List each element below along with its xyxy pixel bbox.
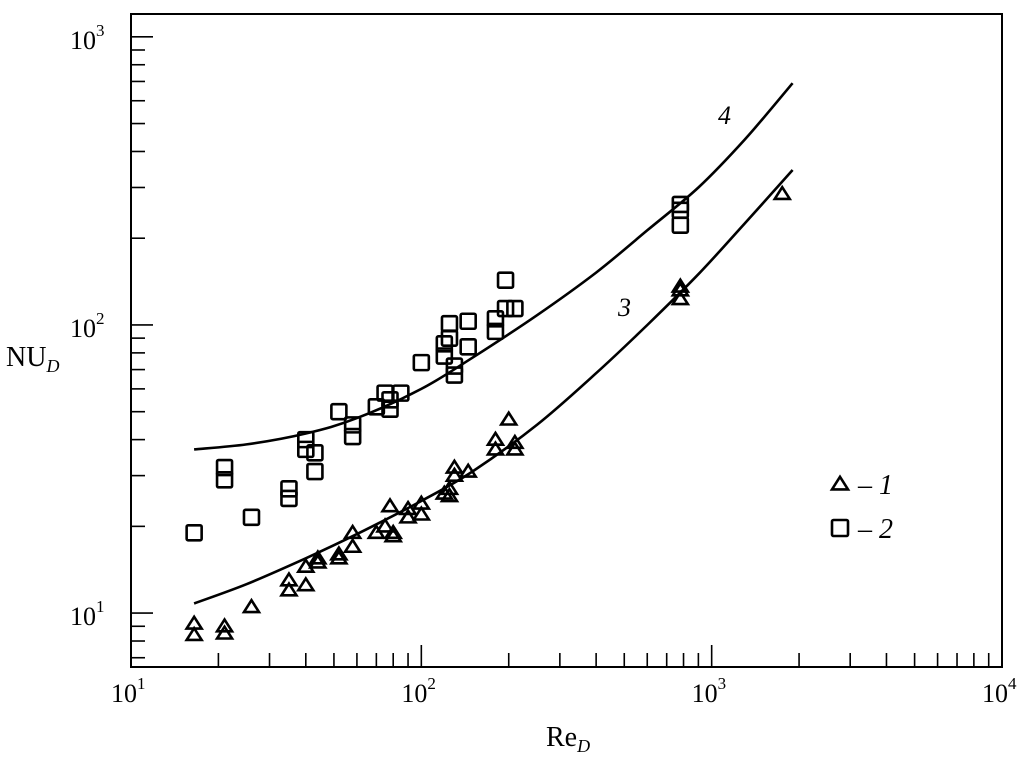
curve-4	[193, 82, 794, 451]
point-series-1	[670, 289, 691, 306]
point-series-1	[444, 458, 465, 474]
point-series-1	[670, 281, 691, 297]
point-series-1	[329, 545, 349, 561]
point-series-1	[383, 523, 404, 540]
point-series-2	[215, 458, 234, 477]
point-series-1	[439, 479, 460, 496]
x-tick-label: 102	[401, 674, 436, 708]
point-series-1	[383, 526, 404, 543]
x-tick-labels: 101 102 103 104	[111, 674, 1017, 708]
point-series-2	[459, 337, 477, 356]
point-series-2	[440, 329, 459, 347]
x-axis-title: ReD	[546, 722, 590, 756]
x-tick-label: 103	[692, 674, 727, 708]
data-points	[184, 184, 793, 642]
point-series-1	[505, 433, 525, 450]
x-tick-label: 104	[982, 674, 1017, 708]
point-series-2	[215, 471, 234, 489]
point-series-1	[485, 440, 506, 456]
legend-marker-2	[830, 518, 850, 538]
y-axis-title: NUD	[6, 342, 59, 376]
y-tick-label: 103	[70, 21, 105, 55]
point-series-1	[411, 505, 432, 521]
point-series-2	[435, 335, 454, 353]
plot-frame	[130, 13, 1003, 668]
point-series-2	[343, 416, 362, 434]
point-series-1	[279, 581, 299, 597]
point-series-2	[440, 314, 459, 333]
point-series-2	[381, 400, 399, 419]
point-series-1	[214, 624, 235, 640]
curve-label-4: 4	[718, 101, 731, 130]
y-tick-labels: 101 102 103	[70, 21, 105, 631]
point-series-2	[306, 462, 324, 481]
point-series-1	[184, 625, 205, 642]
point-series-2	[445, 366, 464, 384]
point-series-2	[496, 271, 515, 289]
x-tick-label: 101	[111, 674, 146, 708]
point-series-1	[329, 549, 349, 565]
point-series-1	[439, 486, 460, 503]
point-series-2	[459, 312, 477, 331]
curve-3	[193, 169, 794, 605]
point-series-2	[280, 489, 298, 508]
point-series-1	[505, 440, 525, 456]
point-series-2	[486, 322, 505, 341]
curve-label-3: 3	[617, 293, 631, 322]
point-series-1	[772, 184, 793, 201]
axis-ticks	[130, 36, 990, 667]
point-series-2	[486, 310, 505, 328]
legend-label-2: – 2	[857, 514, 893, 545]
point-series-2	[392, 384, 410, 402]
point-series-2	[280, 480, 298, 498]
point-series-2	[296, 430, 315, 449]
point-series-2	[412, 353, 431, 372]
point-series-1	[307, 549, 328, 565]
point-series-1	[444, 466, 465, 482]
point-series-2	[671, 216, 690, 234]
point-series-2	[242, 508, 261, 527]
point-series-2	[496, 299, 515, 318]
point-series-1	[498, 410, 519, 426]
legend-label-1: – 1	[857, 470, 893, 501]
point-series-2	[445, 357, 464, 375]
point-series-2	[185, 523, 203, 542]
point-series-2	[506, 299, 524, 318]
y-tick-label: 101	[70, 597, 105, 631]
point-series-1	[380, 496, 400, 513]
point-series-2	[671, 201, 690, 220]
point-series-2	[330, 402, 348, 421]
point-series-1	[214, 617, 235, 633]
point-series-1	[375, 517, 395, 533]
point-series-1	[241, 597, 262, 614]
point-series-1	[398, 499, 418, 516]
fit-curves: 34	[193, 82, 794, 605]
legend-marker-1	[829, 474, 851, 491]
point-series-1	[342, 537, 363, 554]
y-tick-label: 102	[70, 309, 105, 343]
legend: – 1– 2	[829, 470, 893, 545]
point-series-1	[458, 462, 479, 478]
point-series-1	[295, 557, 316, 573]
point-series-1	[398, 508, 418, 524]
point-series-1	[307, 553, 328, 569]
point-series-1	[295, 575, 316, 592]
point-series-2	[343, 427, 362, 446]
point-series-2	[306, 444, 324, 462]
point-series-2	[296, 440, 315, 459]
point-series-2	[435, 347, 454, 365]
